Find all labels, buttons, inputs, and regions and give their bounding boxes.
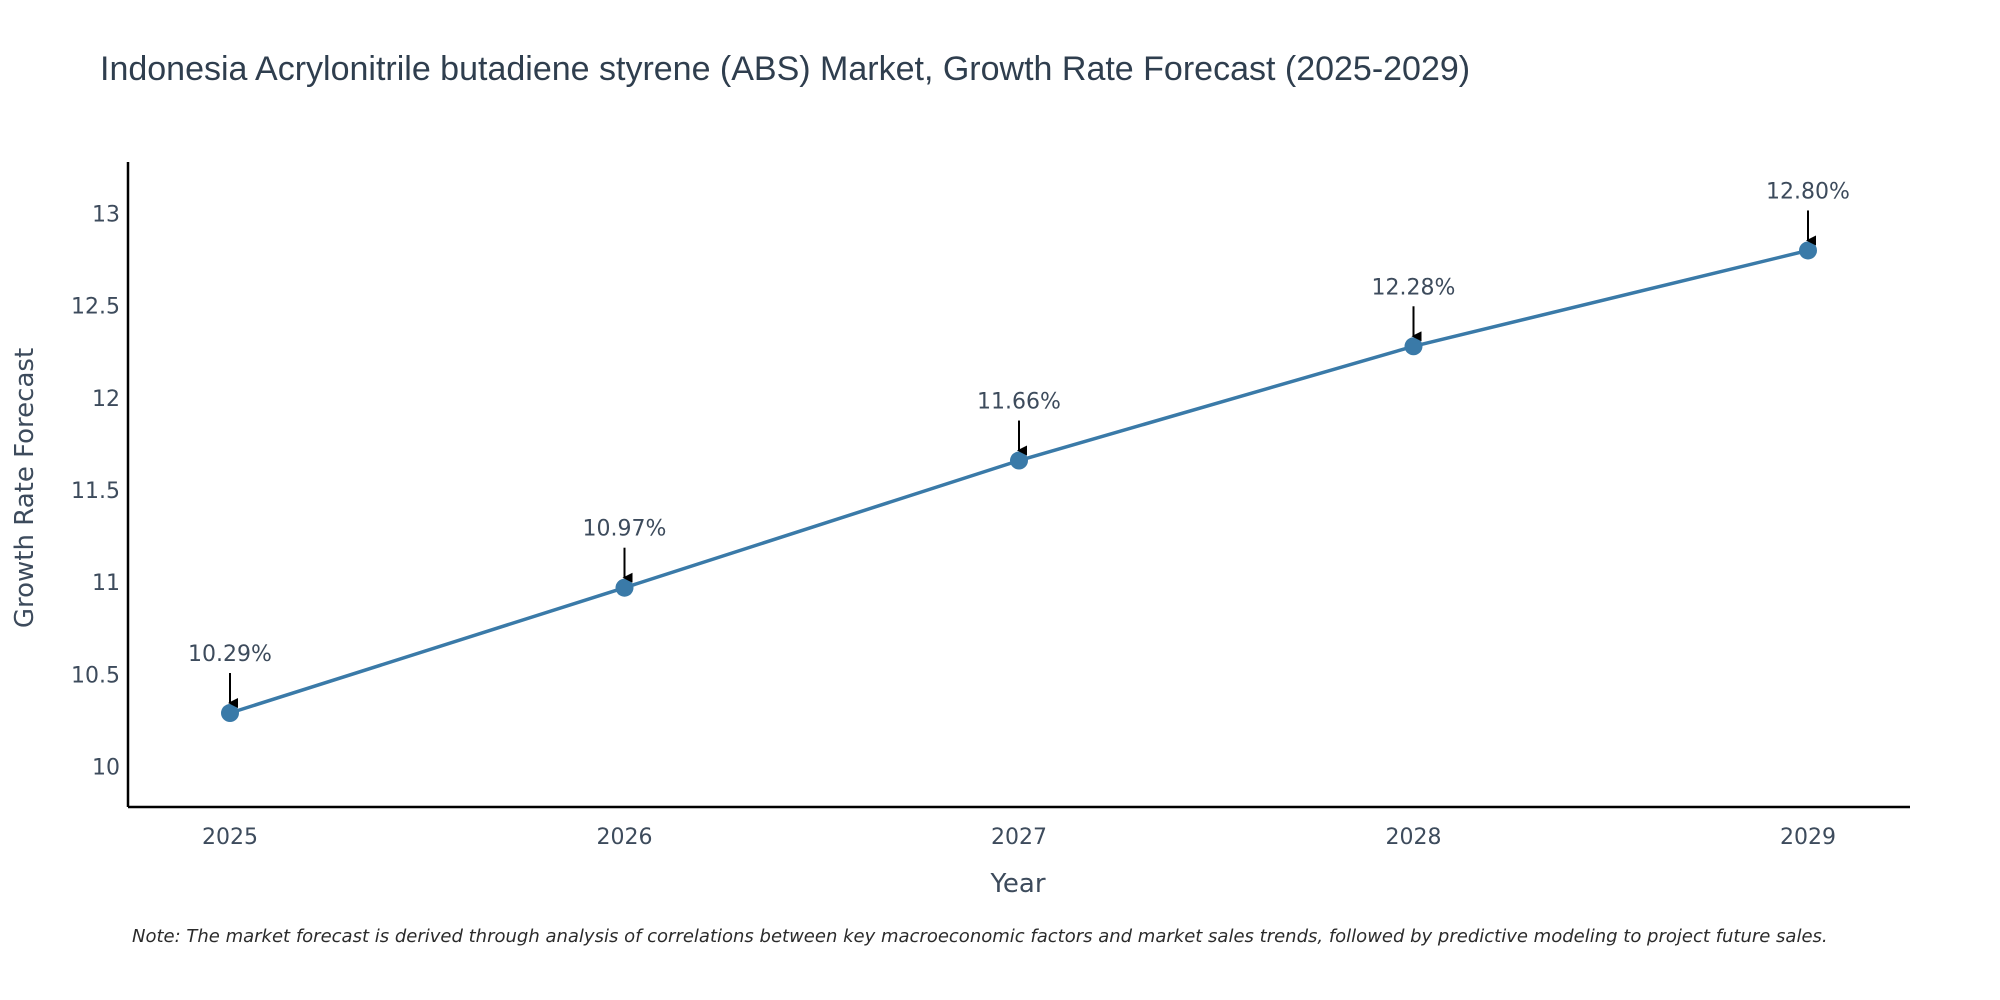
y-tick-label: 12.5 [71, 295, 120, 320]
x-tick-label: 2027 [991, 825, 1047, 850]
y-tick-label: 10.5 [71, 663, 120, 688]
data-point[interactable] [1404, 337, 1423, 356]
y-tick-label: 11.5 [71, 479, 120, 504]
x-axis: 2025 2026 2027 2028 2029 [128, 805, 1910, 850]
footnote: Note: The market forecast is derived thr… [132, 926, 1828, 947]
y-tick-label: 12 [92, 387, 120, 412]
x-tick-label: 2025 [202, 825, 258, 850]
x-tick-label: 2029 [1780, 825, 1836, 850]
y-tick-label: 13 [92, 203, 120, 228]
x-axis-title: Year [989, 869, 1045, 899]
data-point[interactable] [1799, 241, 1817, 260]
data-point[interactable] [1010, 451, 1028, 470]
data-label-annotations: 10.29% 10.97% 11.66% 12.28% 12.80% [188, 179, 1850, 709]
data-point[interactable] [221, 704, 239, 723]
y-axis-title: Growth Rate Forecast [10, 348, 40, 628]
data-label: 12.80% [1766, 179, 1850, 204]
x-tick-label: 2028 [1386, 825, 1442, 850]
series-growth-rate [221, 241, 1817, 723]
data-label: 10.97% [583, 517, 667, 542]
series-line [229, 248, 1809, 715]
y-axis: 10 10.5 11 11.5 12 12.5 13 [71, 162, 130, 807]
data-label: 10.29% [188, 642, 272, 667]
x-tick-label: 2026 [597, 825, 653, 850]
data-point[interactable] [615, 578, 634, 597]
y-tick-label: 11 [92, 571, 120, 596]
data-label: 11.66% [977, 390, 1061, 415]
y-tick-label: 10 [92, 755, 120, 780]
chart-title: Indonesia Acrylonitrile butadiene styren… [100, 50, 1470, 88]
data-label: 12.28% [1372, 275, 1456, 300]
